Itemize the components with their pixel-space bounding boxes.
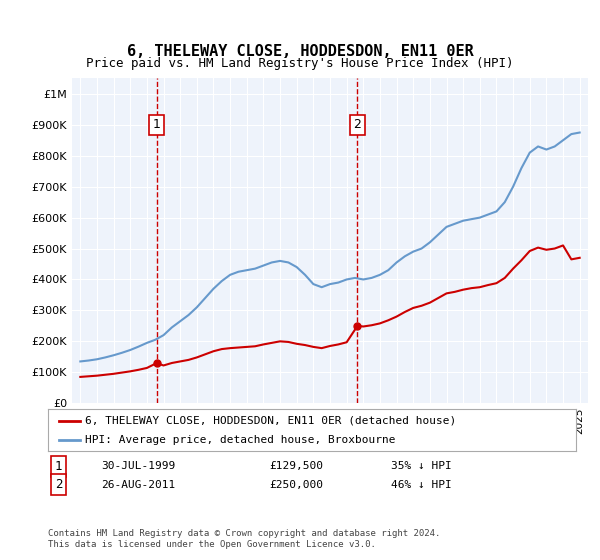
Text: £250,000: £250,000	[270, 479, 324, 489]
Text: 6, THELEWAY CLOSE, HODDESDON, EN11 0ER (detached house): 6, THELEWAY CLOSE, HODDESDON, EN11 0ER (…	[85, 416, 456, 426]
Text: 1: 1	[55, 460, 62, 473]
Text: 2: 2	[353, 118, 361, 131]
Text: 35% ↓ HPI: 35% ↓ HPI	[391, 461, 452, 472]
Text: 30-JUL-1999: 30-JUL-1999	[101, 461, 175, 472]
Text: 2: 2	[55, 478, 62, 491]
Text: Contains HM Land Registry data © Crown copyright and database right 2024.
This d: Contains HM Land Registry data © Crown c…	[48, 529, 440, 549]
Text: 6, THELEWAY CLOSE, HODDESDON, EN11 0ER: 6, THELEWAY CLOSE, HODDESDON, EN11 0ER	[127, 44, 473, 59]
Text: HPI: Average price, detached house, Broxbourne: HPI: Average price, detached house, Brox…	[85, 435, 395, 445]
Text: £129,500: £129,500	[270, 461, 324, 472]
Text: Price paid vs. HM Land Registry's House Price Index (HPI): Price paid vs. HM Land Registry's House …	[86, 57, 514, 70]
Text: 1: 1	[152, 118, 160, 131]
Text: 26-AUG-2011: 26-AUG-2011	[101, 479, 175, 489]
Text: 46% ↓ HPI: 46% ↓ HPI	[391, 479, 452, 489]
